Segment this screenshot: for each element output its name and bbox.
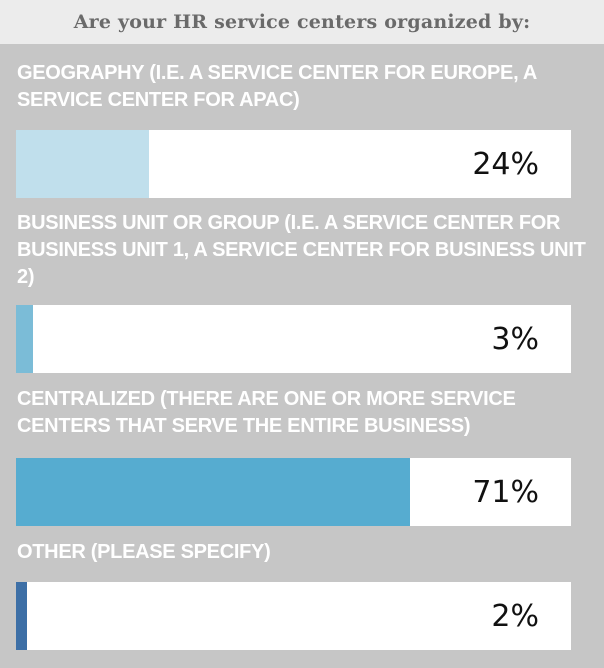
bar-track-geography: 24%	[16, 130, 571, 198]
bar-value-business-unit: 3%	[491, 321, 539, 357]
bar-track-business-unit: 3%	[16, 305, 571, 373]
category-label-centralized: CENTRALIZED (THERE ARE ONE OR MORE SERVI…	[17, 388, 516, 437]
bar-fill-centralized	[16, 458, 411, 526]
category-label-other: OTHER (PLEASE SPECIFY)	[17, 541, 271, 563]
chart-title: Are your HR service centers organized by…	[73, 11, 531, 33]
bar-fill-geography	[16, 130, 150, 198]
category-label-geography: GEOGRAPHY (I.E. A SERVICE CENTER FOR EUR…	[17, 62, 537, 111]
bar-track-other: 2%	[16, 582, 571, 650]
chart-title-bar: Are your HR service centers organized by…	[0, 0, 604, 44]
category-label-business-unit: BUSINESS UNIT OR GROUP (I.E. A SERVICE C…	[17, 212, 586, 288]
bar-track-centralized: 71%	[16, 458, 571, 526]
bar-fill-business-unit	[16, 305, 33, 373]
bar-value-other: 2%	[491, 598, 539, 634]
bar-fill-other	[16, 582, 28, 650]
bar-value-geography: 24%	[472, 146, 539, 182]
bar-value-centralized: 71%	[472, 474, 539, 510]
